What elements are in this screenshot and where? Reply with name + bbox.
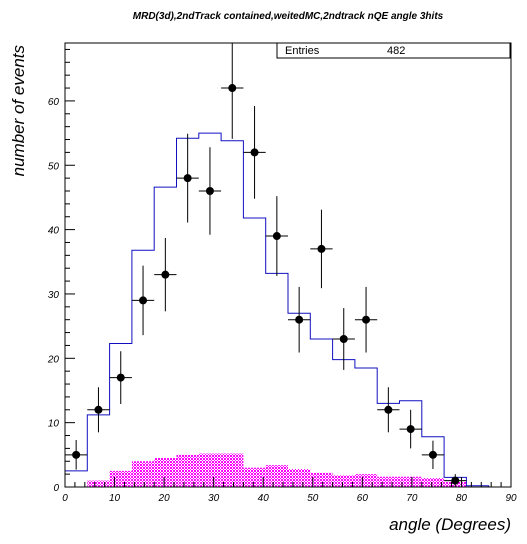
background-bar	[332, 475, 355, 487]
data-point	[139, 296, 148, 305]
data-point	[406, 425, 415, 434]
background-bar	[354, 474, 378, 487]
data-point	[451, 476, 460, 485]
x-tick-label: 80	[456, 493, 468, 504]
x-tick-label: 50	[307, 493, 319, 504]
stats-entries-value: 482	[387, 45, 405, 57]
data-point	[250, 148, 259, 157]
data-point	[295, 315, 304, 324]
y-tick-label: 10	[48, 419, 60, 430]
x-tick-label: 40	[258, 493, 270, 504]
y-tick-label: 0	[53, 483, 59, 494]
stats-box-frame	[276, 42, 511, 59]
x-tick-label: 20	[158, 493, 171, 504]
x-tick-label: 60	[357, 493, 369, 504]
background-bar	[198, 453, 222, 487]
x-tick-label: 0	[62, 493, 68, 504]
data-point	[384, 405, 393, 414]
mc-step-line	[64, 132, 511, 488]
y-tick-label: 30	[48, 290, 60, 301]
stats-box: Entries 482	[276, 42, 511, 59]
plot-area: 0 10 20 30 40 50 60 70 80 90 0 10 20 30 40 50 60	[47, 42, 517, 504]
data-point	[161, 270, 170, 279]
background-bar	[265, 465, 288, 487]
y-tick-label: 50	[48, 161, 60, 172]
data-point	[94, 405, 103, 414]
data-point	[205, 187, 214, 195]
background-bar	[421, 477, 445, 487]
stats-entries-label: Entries	[285, 45, 320, 57]
background-bar	[176, 454, 199, 487]
x-tick-label: 30	[208, 493, 220, 504]
background-bar	[109, 470, 132, 487]
data-point	[116, 373, 125, 382]
data-point	[362, 315, 371, 324]
background-bar	[288, 468, 311, 487]
data-point	[317, 244, 326, 253]
chart-title: MRD(3d),2ndTrack contained,weitedMC,2ndt…	[133, 11, 444, 22]
x-tick-label: 10	[109, 493, 121, 504]
y-tick-label: 60	[48, 97, 60, 108]
x-tick-label: 90	[505, 493, 517, 504]
y-axis-label: number of events	[9, 45, 28, 177]
data-point	[228, 84, 237, 93]
background-bar	[154, 458, 177, 487]
data-point	[183, 174, 192, 183]
data-point	[339, 335, 348, 343]
background-bar	[221, 453, 244, 487]
y-tick-label: 20	[47, 354, 60, 365]
background-bar	[377, 476, 400, 487]
background-bar	[87, 480, 110, 487]
data-point	[428, 450, 437, 459]
background-bar	[243, 467, 266, 487]
data-point	[272, 232, 281, 241]
data-point	[72, 450, 81, 459]
background-bar	[399, 476, 422, 487]
background-bar	[310, 472, 333, 487]
background-bar	[131, 461, 155, 487]
y-tick-label: 40	[48, 226, 60, 237]
x-axis-label: angle (Degrees)	[389, 515, 511, 534]
x-tick-label: 70	[406, 493, 418, 504]
